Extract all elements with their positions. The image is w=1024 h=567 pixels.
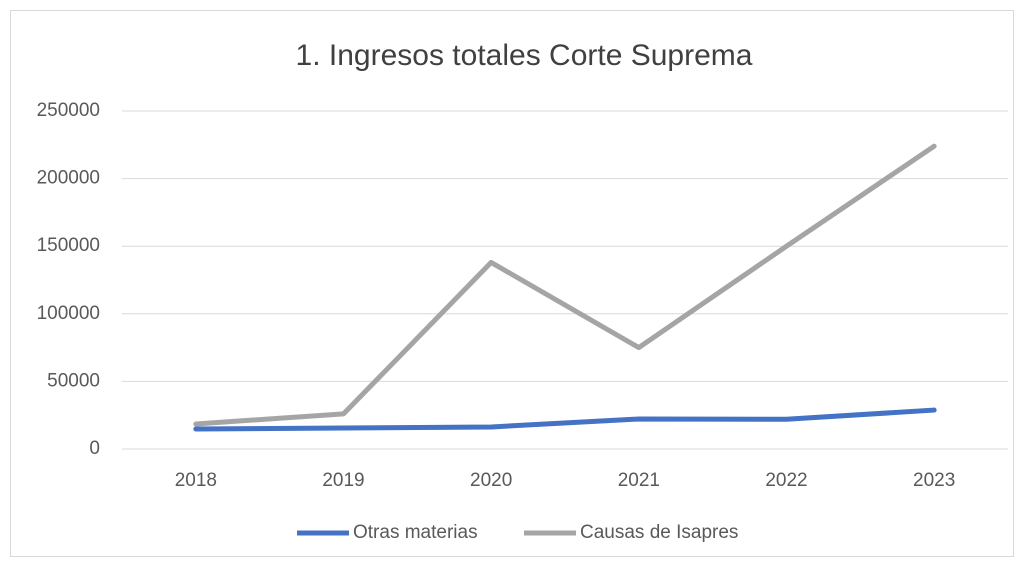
y-tick-label: 250000 [37,100,100,121]
y-tick-label: 50000 [47,370,100,391]
x-tick-label: 2023 [913,470,955,491]
x-tick-label: 2021 [618,470,660,491]
legend-label: Causas de Isapres [580,522,738,543]
series-line [193,407,937,432]
y-tick-label: 200000 [37,168,100,189]
x-tick-label: 2019 [322,470,364,491]
y-tick-label: 150000 [37,235,100,256]
chart-border [10,10,1014,557]
x-tick-label: 2018 [175,470,217,491]
chart-title: 1. Ingresos totales Corte Suprema [296,39,753,72]
series-line [193,143,937,427]
y-tick-label: 0 [89,438,100,459]
x-tick-label: 2022 [765,470,807,491]
y-tick-label: 100000 [37,303,100,324]
legend-label: Otras materias [353,522,478,543]
x-tick-label: 2020 [470,470,512,491]
